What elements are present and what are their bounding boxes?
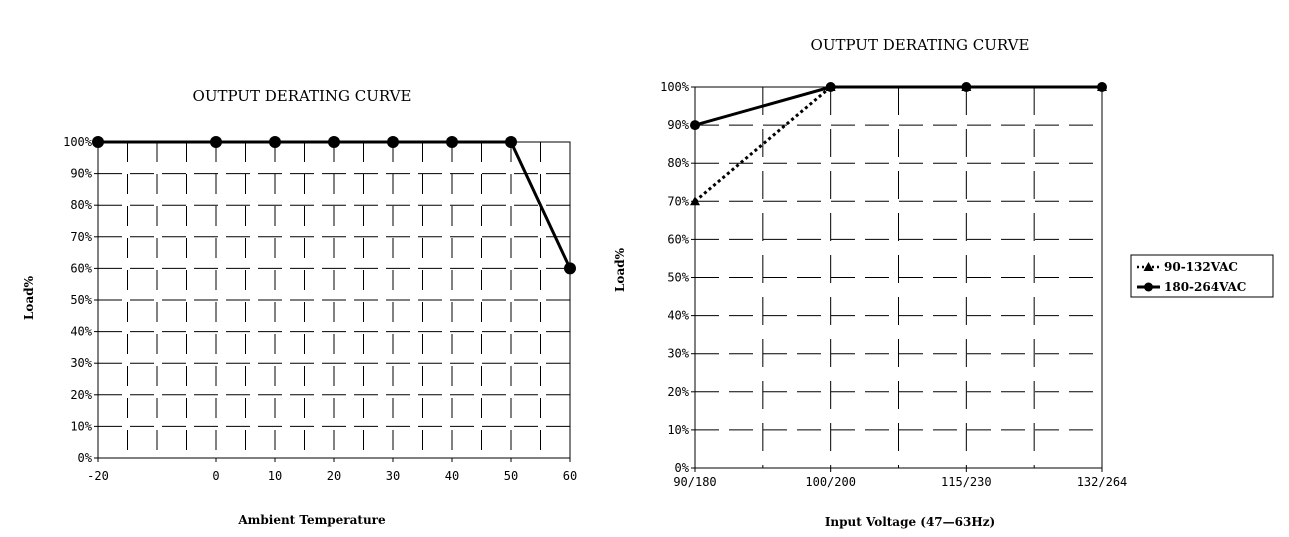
y-tick-label: 40% bbox=[70, 325, 92, 339]
x-tick-label: 100/200 bbox=[805, 475, 856, 489]
input-voltage-derating-chart: OUTPUT DERATING CURVE Input Voltage (47—… bbox=[613, 36, 1274, 529]
legend-item-90-132vac: 90-132VAC bbox=[1137, 260, 1238, 274]
x-axis-label: Ambient Temperature bbox=[237, 513, 386, 527]
x-tick-label: 60 bbox=[563, 469, 577, 483]
grid bbox=[695, 87, 1102, 468]
y-tick-label: 50% bbox=[70, 293, 92, 307]
data-point bbox=[92, 136, 104, 148]
x-tick-label: 30 bbox=[386, 469, 400, 483]
x-tick-label: 90/180 bbox=[673, 475, 716, 489]
series-line bbox=[98, 140, 572, 270]
data-point bbox=[505, 136, 517, 148]
y-tick-label: 10% bbox=[70, 419, 92, 433]
y-tick-label: 90% bbox=[70, 167, 92, 181]
y-tick-label: 0% bbox=[78, 451, 93, 465]
series-line bbox=[694, 85, 1102, 127]
data-point bbox=[564, 262, 576, 275]
grid bbox=[98, 142, 570, 458]
data-point bbox=[387, 136, 399, 148]
input-voltage-derating-panel: OUTPUT DERATING CURVE Input Voltage (47—… bbox=[600, 0, 1289, 537]
x-tick-label: 20 bbox=[327, 469, 341, 483]
y-axis-label: Load% bbox=[22, 275, 36, 320]
legend-label: 90-132VAC bbox=[1164, 260, 1238, 274]
x-tick-label: 132/264 bbox=[1077, 475, 1128, 489]
y-tick-label: 80% bbox=[667, 156, 689, 170]
legend-marker-triangle bbox=[1143, 262, 1154, 271]
y-tick-label: 70% bbox=[667, 194, 689, 208]
chart-title: OUTPUT DERATING CURVE bbox=[811, 36, 1030, 54]
temperature-derating-chart: OUTPUT DERATING CURVE Ambient Temperatur… bbox=[22, 87, 577, 527]
data-point bbox=[328, 136, 340, 148]
y-tick-label: 40% bbox=[667, 309, 689, 323]
y-tick-label: 20% bbox=[70, 388, 92, 402]
legend-label: 180-264VAC bbox=[1164, 280, 1246, 294]
legend-item-180-264vac: 180-264VAC bbox=[1137, 280, 1246, 294]
data-point bbox=[690, 120, 700, 131]
y-tick-label: 50% bbox=[667, 271, 689, 285]
y-tick-label: 90% bbox=[667, 118, 689, 132]
legend-box bbox=[1130, 254, 1274, 298]
y-tick-label: 60% bbox=[70, 261, 92, 275]
x-tick-label: 50 bbox=[504, 469, 518, 483]
data-point bbox=[446, 136, 458, 148]
x-axis-label: Input Voltage (47—63Hz) bbox=[825, 515, 995, 529]
y-tick-label: 60% bbox=[667, 232, 689, 246]
y-tick-label: 80% bbox=[70, 198, 92, 212]
data-point bbox=[825, 82, 836, 92]
y-tick-label: 100% bbox=[63, 135, 93, 149]
data-point bbox=[690, 196, 700, 206]
x-tick-label: 0 bbox=[212, 469, 219, 483]
y-tick-label: 30% bbox=[70, 356, 92, 370]
chart-title: OUTPUT DERATING CURVE bbox=[193, 87, 412, 105]
x-tick-label: -20 bbox=[87, 469, 109, 483]
x-tick-label: 115/230 bbox=[941, 475, 992, 489]
x-tick-label: 10 bbox=[268, 469, 282, 483]
y-tick-label: 20% bbox=[667, 385, 689, 399]
y-tick-label: 70% bbox=[70, 230, 92, 244]
data-point bbox=[269, 136, 281, 148]
data-point bbox=[210, 136, 222, 148]
y-tick-label: 100% bbox=[660, 80, 690, 94]
legend-marker-circle bbox=[1144, 282, 1153, 292]
temperature-derating-panel: OUTPUT DERATING CURVE Ambient Temperatur… bbox=[0, 0, 600, 537]
data-point bbox=[1097, 82, 1107, 92]
x-tick-label: 40 bbox=[445, 469, 459, 483]
y-tick-label: 30% bbox=[667, 347, 689, 361]
y-axis-label: Load% bbox=[613, 247, 627, 292]
y-tick-label: 10% bbox=[667, 423, 689, 437]
y-tick-label: 0% bbox=[675, 461, 690, 475]
data-point bbox=[961, 82, 972, 92]
legend: 90-132VAC 180-264VAC bbox=[1130, 254, 1274, 298]
